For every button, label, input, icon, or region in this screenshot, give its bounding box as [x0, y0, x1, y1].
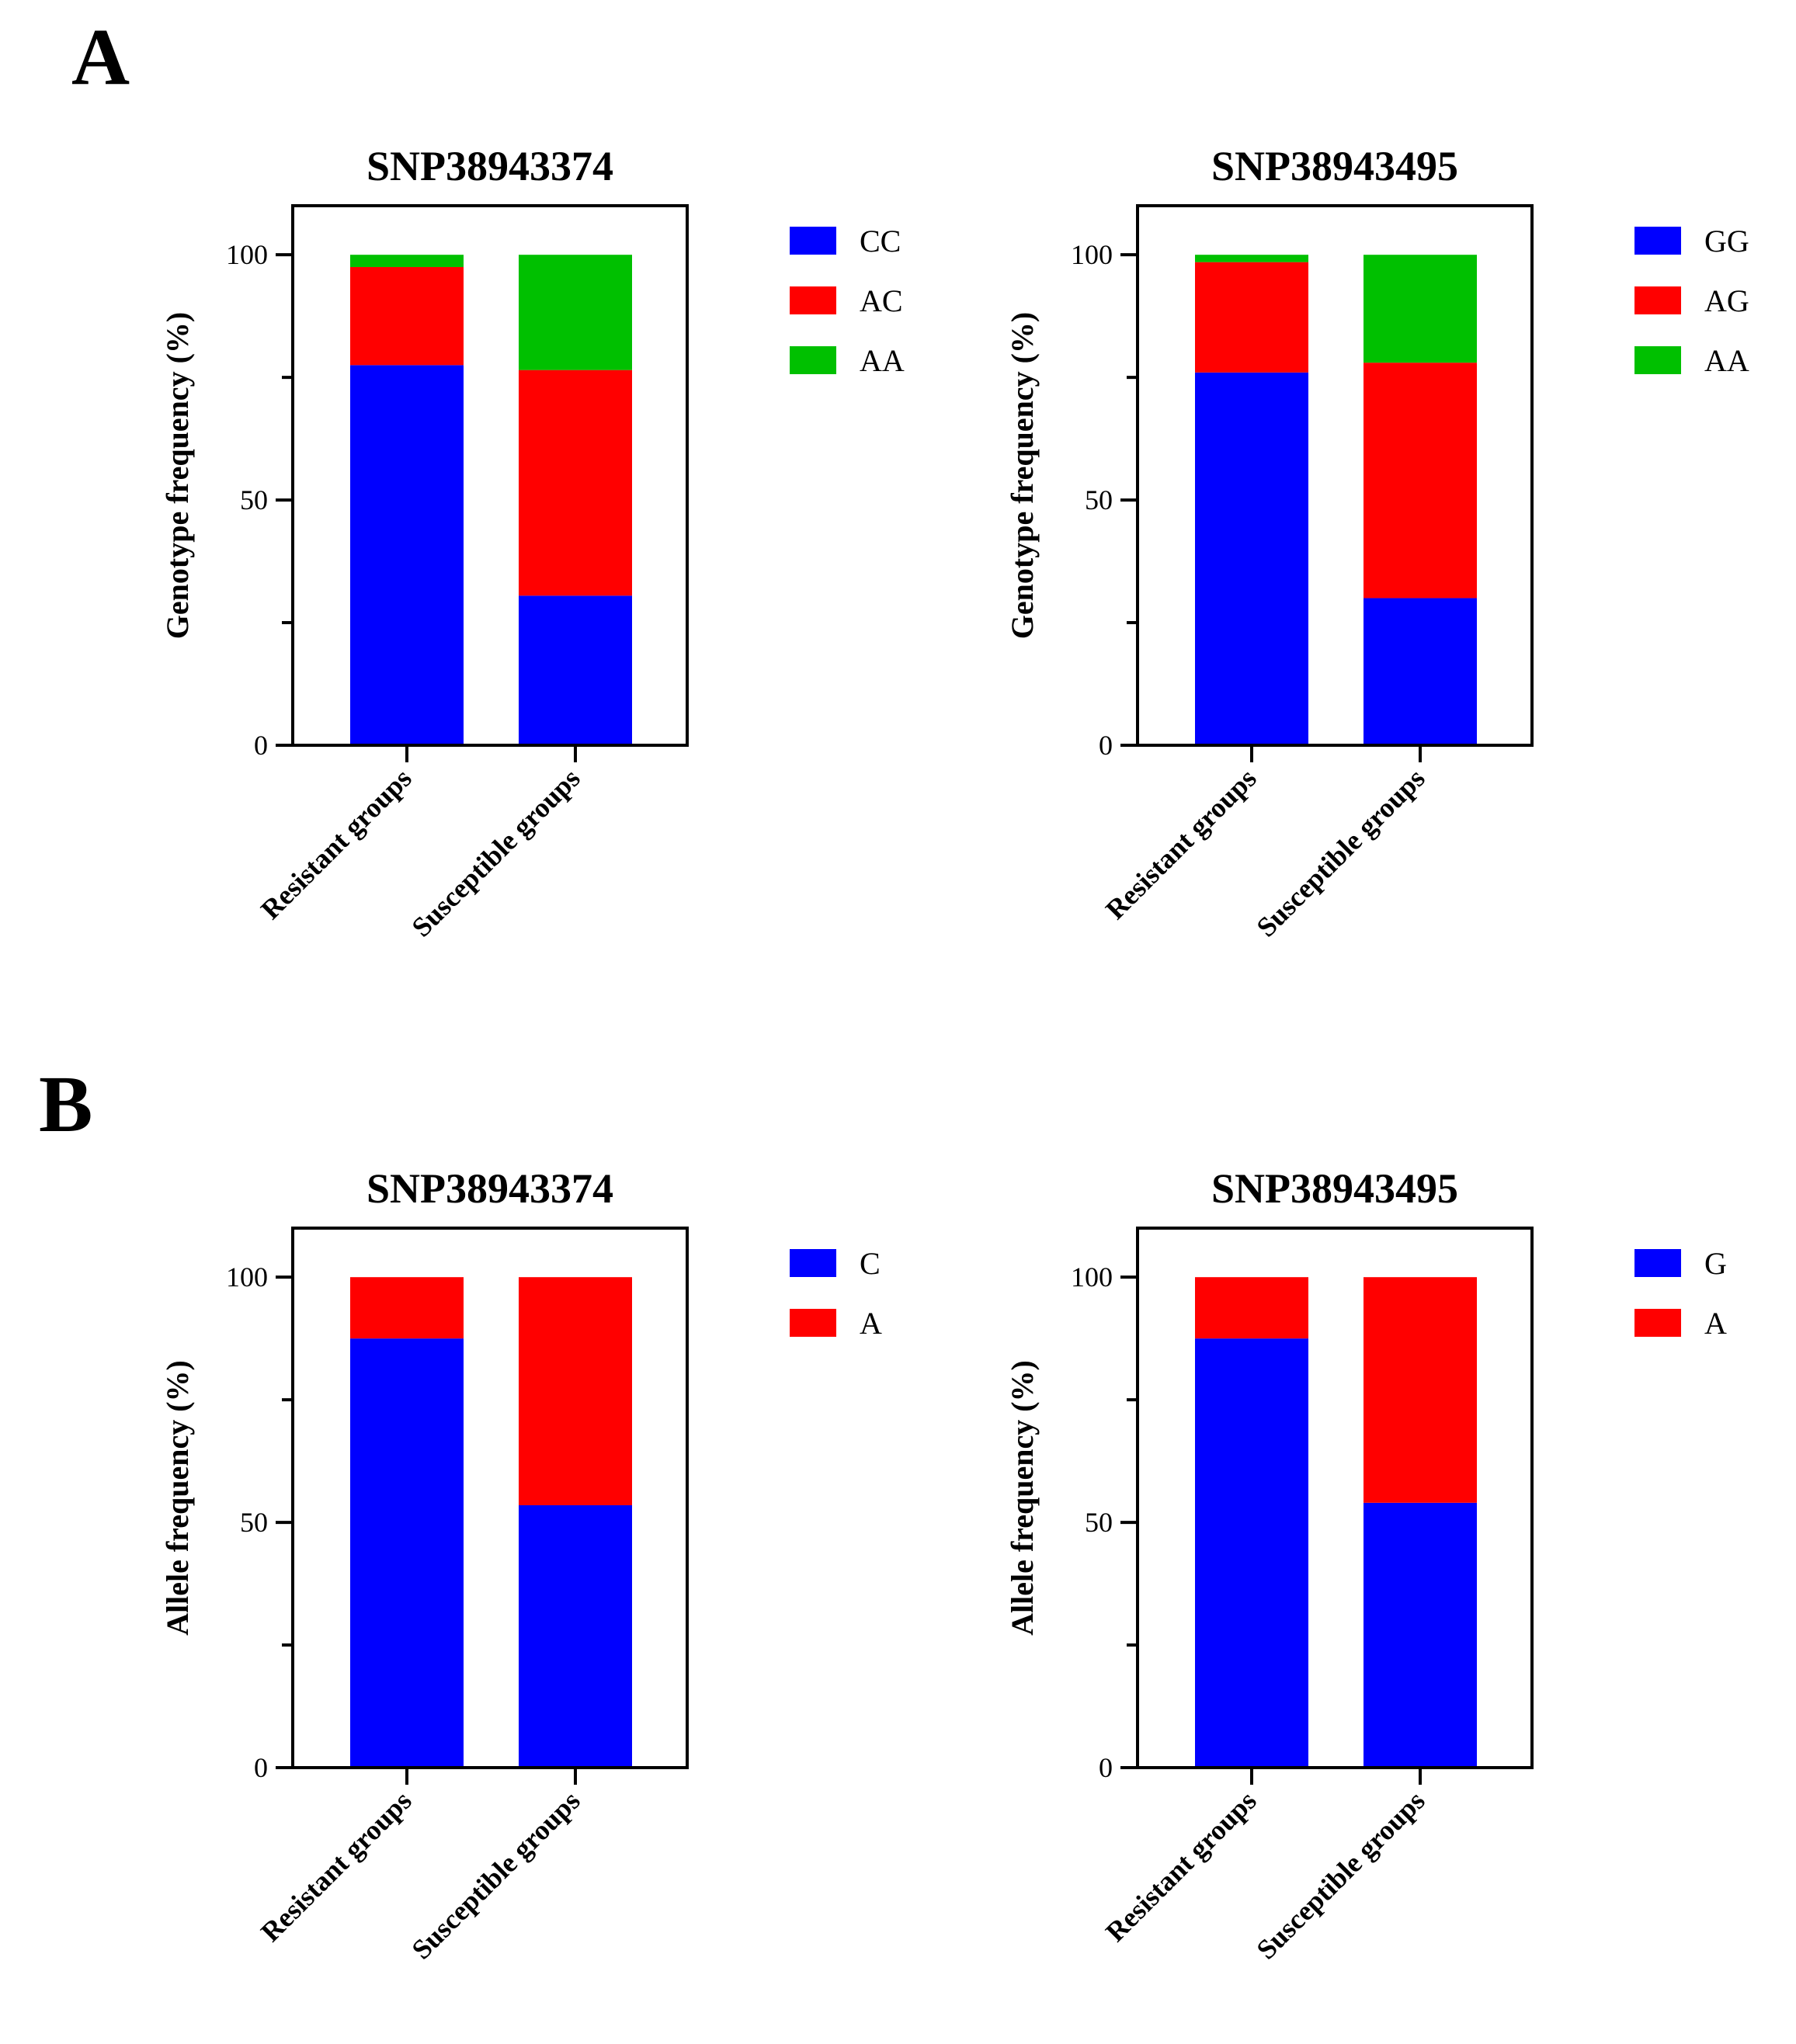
chart-3-legend-swatch-c: [790, 1249, 836, 1277]
chart-2-title: SNP38943495: [1211, 143, 1458, 189]
chart-1-legend-label-cc: CC: [860, 224, 901, 259]
chart-1-legend-swatch-ac: [790, 286, 836, 314]
chart-2-legend-swatch-gg: [1634, 227, 1681, 255]
chart-3-plot-frame: [291, 1227, 689, 1769]
chart-1-category-label-1: Resistant groups: [255, 762, 418, 925]
chart-4-y-axis-label: Allele frequency (%): [1005, 1360, 1040, 1636]
chart-3-category-label-2: Susceptible groups: [405, 1785, 585, 1965]
chart-1-ytick-label: 100: [226, 239, 268, 270]
chart-4-title: SNP38943495: [1211, 1165, 1458, 1212]
chart-1-category-label-2: Susceptible groups: [405, 762, 585, 942]
chart-1-bar-aa-2: [519, 255, 632, 370]
chart-1-legend-label-aa: AA: [860, 343, 905, 378]
chart-2-category-label-2: Susceptible groups: [1250, 762, 1430, 942]
chart-1-ytick-label: 50: [240, 484, 268, 515]
chart-3-bar-a-1: [350, 1277, 464, 1339]
chart-2-bar-gg-1: [1195, 372, 1308, 745]
panel-letter-a: A: [71, 12, 130, 102]
chart-3-category-label-1: Resistant groups: [255, 1785, 418, 1948]
chart-1-ytick-label: 0: [254, 730, 268, 761]
chart-3: 0 50 100 Allele frequency (%) Resistant grou…: [160, 1165, 882, 1966]
chart-2-plot-frame: [1136, 204, 1534, 747]
chart-3-bar-c-1: [350, 1338, 464, 1768]
chart-2: 0 50 100 Genotype frequency (%) Resistant gr…: [1005, 143, 1749, 943]
chart-2-category-label-1: Resistant groups: [1099, 762, 1263, 925]
chart-1-bar-ac-1: [350, 266, 464, 366]
chart-3-y-axis-label: Allele frequency (%): [160, 1360, 195, 1636]
chart-1-bar-aa-1: [350, 255, 464, 267]
chart-2-bar-aa-1: [1195, 255, 1308, 262]
chart-4-ytick-label: 100: [1071, 1261, 1113, 1293]
chart-3-title: SNP38943374: [366, 1165, 613, 1212]
chart-3-ytick-label: 100: [226, 1261, 268, 1293]
chart-2-ytick-label: 0: [1099, 730, 1113, 761]
chart-4-legend-label-g: G: [1704, 1246, 1727, 1281]
chart-1: 0 50 100 Genotype frequency (%) Resistant gr…: [160, 143, 905, 943]
chart-2-ytick-label: 50: [1085, 484, 1113, 515]
chart-4-legend-swatch-a: [1634, 1309, 1681, 1337]
chart-2-bar-gg-2: [1364, 598, 1477, 745]
charts-container: 0 50 100 Genotype frequency (%) Resistant gr…: [160, 143, 1749, 1966]
chart-4-category-label-2: Susceptible groups: [1250, 1785, 1430, 1965]
panel-letter-b: B: [39, 1060, 92, 1149]
chart-4-plot-frame: [1136, 1227, 1534, 1769]
chart-4: 0 50 100 Allele frequency (%) Resistant grou…: [1005, 1165, 1727, 1966]
chart-4-ytick-label: 50: [1085, 1507, 1113, 1538]
chart-2-legend-label-ag: AG: [1704, 283, 1749, 318]
chart-3-legend-label-c: C: [860, 1246, 881, 1281]
chart-4-bar-a-2: [1364, 1277, 1477, 1503]
chart-4-legend-swatch-g: [1634, 1249, 1681, 1277]
chart-4-ytick-label: 0: [1099, 1752, 1113, 1783]
chart-4-bar-g-2: [1364, 1502, 1477, 1768]
chart-2-y-axis-label: Genotype frequency (%): [1005, 312, 1040, 639]
chart-1-title: SNP38943374: [366, 143, 613, 189]
chart-1-legend-swatch-cc: [790, 227, 836, 255]
chart-1-legend-swatch-aa: [790, 346, 836, 374]
chart-4-bar-g-1: [1195, 1338, 1308, 1768]
chart-3-bar-c-2: [519, 1504, 632, 1768]
chart-3-ytick-label: 50: [240, 1507, 268, 1538]
chart-1-y-axis-label: Genotype frequency (%): [160, 312, 195, 639]
chart-2-legend-swatch-aa: [1634, 346, 1681, 374]
chart-3-ytick-label: 0: [254, 1752, 268, 1783]
chart-1-plot-frame: [291, 204, 689, 747]
chart-1-bar-cc-1: [350, 365, 464, 745]
chart-2-legend-swatch-ag: [1634, 286, 1681, 314]
chart-4-category-label-1: Resistant groups: [1099, 1785, 1263, 1948]
chart-3-legend-label-a: A: [860, 1306, 882, 1341]
chart-3-legend-swatch-a: [790, 1309, 836, 1337]
chart-4-bar-a-1: [1195, 1277, 1308, 1339]
chart-2-bar-aa-2: [1364, 255, 1477, 363]
chart-2-legend-label-aa: AA: [1704, 343, 1749, 378]
chart-2-legend-label-gg: GG: [1704, 224, 1749, 259]
chart-1-legend-label-ac: AC: [860, 283, 903, 318]
chart-2-bar-ag-2: [1364, 363, 1477, 599]
chart-2-ytick-label: 100: [1071, 239, 1113, 270]
chart-4-legend-label-a: A: [1704, 1306, 1727, 1341]
chart-3-bar-a-2: [519, 1277, 632, 1505]
chart-2-bar-ag-1: [1195, 262, 1308, 373]
chart-1-bar-cc-2: [519, 595, 632, 745]
chart-1-bar-ac-2: [519, 370, 632, 596]
